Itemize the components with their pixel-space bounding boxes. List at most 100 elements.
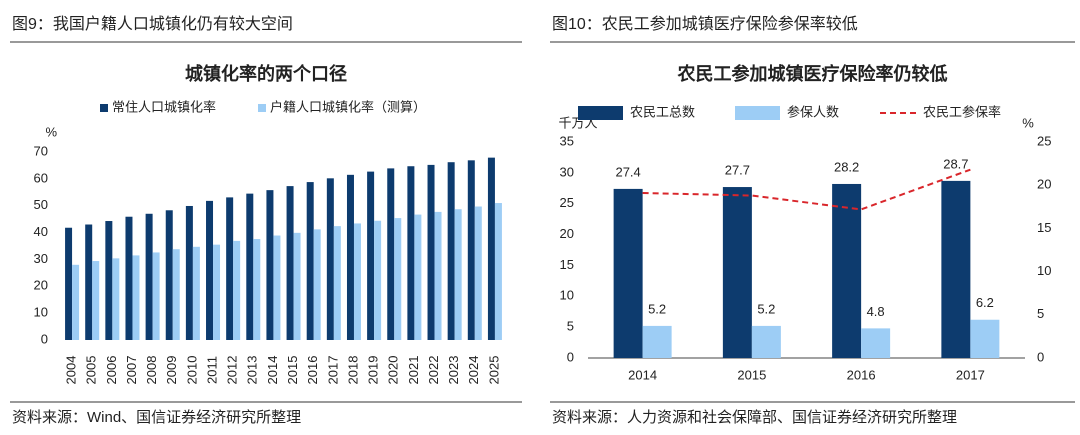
chart-title: 城镇化率的两个口径 xyxy=(185,63,347,84)
y-tick-label: 60 xyxy=(34,170,48,185)
legend-label: 农民工参保率 xyxy=(923,104,1001,119)
y2-unit: % xyxy=(1022,115,1034,130)
legend-swatch xyxy=(258,104,266,112)
bar xyxy=(65,227,73,340)
value-label: 27.7 xyxy=(725,162,750,177)
y-tick-label: 10 xyxy=(34,305,48,320)
x-tick-label: 2015 xyxy=(285,356,300,385)
bar xyxy=(487,157,495,340)
bar xyxy=(613,188,643,358)
bar xyxy=(407,166,415,340)
x-tick-label: 2007 xyxy=(124,356,139,385)
x-tick-label: 2020 xyxy=(386,356,401,385)
x-tick-label: 2024 xyxy=(466,356,481,385)
bar xyxy=(970,319,1000,358)
bar xyxy=(246,193,254,340)
bar xyxy=(414,214,422,340)
value-label: 28.7 xyxy=(943,156,968,171)
x-tick-label: 2013 xyxy=(245,356,260,385)
y-tick-label: 30 xyxy=(34,251,48,266)
chart-title: 农民工参加城镇医疗保险率仍较低 xyxy=(677,63,948,84)
x-tick-label: 2011 xyxy=(204,356,219,384)
bar xyxy=(92,261,100,340)
x-tick-label: 2005 xyxy=(84,356,99,385)
y-tick-label: 5 xyxy=(567,319,574,334)
value-label: 28.2 xyxy=(834,159,859,174)
bar xyxy=(751,325,781,358)
legend-swatch xyxy=(578,106,623,120)
legend-swatch xyxy=(100,104,108,112)
bar xyxy=(427,164,435,340)
bar xyxy=(125,216,133,340)
legend-label: 参保人数 xyxy=(787,104,839,119)
bar xyxy=(346,174,354,340)
y-tick-label: 30 xyxy=(560,164,574,179)
bar xyxy=(941,180,971,358)
value-label: 27.4 xyxy=(615,164,640,179)
bar xyxy=(152,252,160,340)
x-tick-label: 2004 xyxy=(64,356,79,385)
bar xyxy=(206,200,214,340)
bar xyxy=(172,249,180,340)
bar xyxy=(266,190,274,340)
x-tick-label: 2009 xyxy=(164,356,179,385)
bar xyxy=(387,168,395,340)
source: 资料来源：人力资源和社会保障部、国信证券经济研究所整理 xyxy=(552,408,957,426)
bar xyxy=(474,206,482,340)
bar xyxy=(145,213,153,340)
value-label: 5.2 xyxy=(648,301,666,316)
legend-label: 户籍人口城镇化率（测算） xyxy=(270,99,426,114)
x-tick-label: 2025 xyxy=(486,356,501,385)
y2-tick-label: 0 xyxy=(1037,349,1044,364)
figure-caption: 图9：我国户籍人口城镇化仍有较大空间 xyxy=(12,15,293,33)
y-tick-label: 0 xyxy=(567,349,574,364)
bar xyxy=(72,264,80,340)
x-tick-label: 2012 xyxy=(225,356,240,385)
y-unit: % xyxy=(45,124,57,139)
bar xyxy=(454,209,462,340)
bar xyxy=(832,183,862,358)
y2-tick-label: 10 xyxy=(1037,263,1051,278)
bar xyxy=(293,232,301,340)
y-tick-label: 15 xyxy=(560,257,574,272)
bar xyxy=(313,229,321,340)
bar xyxy=(105,221,113,340)
bar xyxy=(494,203,502,340)
legend-label: 农民工总数 xyxy=(630,104,695,119)
value-label: 5.2 xyxy=(757,301,775,316)
bar xyxy=(253,239,261,340)
x-tick-label: 2015 xyxy=(737,367,766,382)
bar xyxy=(447,162,455,340)
value-label: 6.2 xyxy=(976,295,994,310)
bar xyxy=(226,197,234,340)
source: 资料来源：Wind、国信证券经济研究所整理 xyxy=(12,409,301,426)
legend-label: 常住人口城镇化率 xyxy=(112,99,216,114)
y2-tick-label: 5 xyxy=(1037,306,1044,321)
figure-caption: 图10：农民工参加城镇医疗保险参保率较低 xyxy=(552,15,858,33)
x-tick-label: 2010 xyxy=(184,356,199,385)
bar xyxy=(394,218,402,340)
y-tick-label: 10 xyxy=(560,288,574,303)
x-tick-label: 2016 xyxy=(305,356,320,385)
bar xyxy=(185,205,193,340)
legend-swatch xyxy=(735,106,780,120)
y-tick-label: 40 xyxy=(34,224,48,239)
bar xyxy=(467,160,475,340)
x-tick-label: 2008 xyxy=(144,356,159,385)
bar xyxy=(233,240,241,340)
y-tick-label: 20 xyxy=(34,278,48,293)
bar xyxy=(367,171,375,340)
bar xyxy=(333,226,341,340)
value-label: 4.8 xyxy=(867,304,885,319)
y-tick-label: 20 xyxy=(560,226,574,241)
y-tick-label: 70 xyxy=(34,143,48,158)
y-tick-label: 35 xyxy=(560,133,574,148)
bar xyxy=(165,210,173,340)
bar xyxy=(192,246,200,340)
x-tick-label: 2006 xyxy=(104,356,119,385)
bar xyxy=(132,255,140,340)
x-tick-label: 2019 xyxy=(366,356,381,385)
bar xyxy=(326,178,334,340)
bar xyxy=(112,258,120,340)
